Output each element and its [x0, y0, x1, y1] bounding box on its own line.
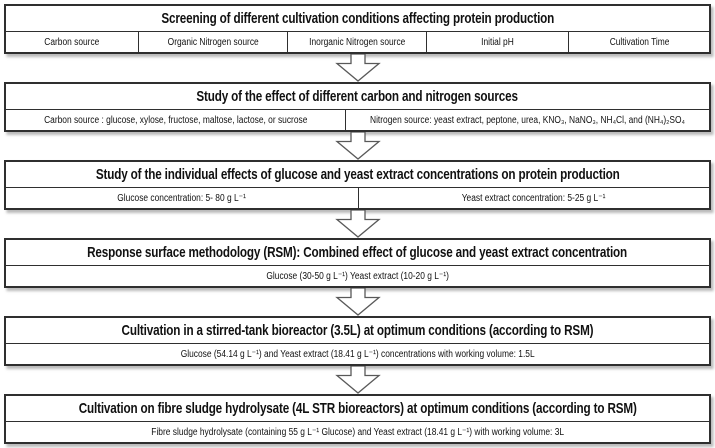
protein-production-flowchart: Screening of different cultivation condi… — [4, 4, 711, 444]
cell-text: Carbon source : glucose, xylose, fructos… — [43, 114, 308, 126]
down-arrow-icon — [334, 366, 381, 394]
down-arrow-icon — [334, 288, 381, 316]
stage-title: Response surface methodology (RSM): Comb… — [6, 240, 709, 266]
stage-title-text: Response surface methodology (RSM): Comb… — [87, 244, 628, 261]
cell-rsm-ranges: Glucose (30-50 g L⁻¹) Yeast extract (10-… — [6, 266, 709, 286]
cell-carbon-source-list: Carbon source : glucose, xylose, fructos… — [6, 110, 345, 130]
stage-title: Study of the individual effects of gluco… — [6, 162, 709, 188]
stage-title-text: Study of the effect of different carbon … — [196, 88, 519, 105]
stage-cells: Carbon source : glucose, xylose, fructos… — [6, 110, 709, 130]
stage-carbon-nitrogen-sources: Study of the effect of different carbon … — [4, 82, 711, 132]
cell-text: Carbon source — [44, 36, 100, 48]
cell-text: Fibre sludge hydrolysate (containing 55 … — [151, 426, 564, 438]
stage-stirred-tank-bioreactor: Cultivation in a stirred-tank bioreactor… — [4, 316, 711, 366]
stage-title-text: Screening of different cultivation condi… — [161, 10, 554, 27]
stage-title-text: Study of the individual effects of gluco… — [95, 166, 620, 183]
down-arrow-icon — [334, 210, 381, 238]
cell-yeast-extract-concentration: Yeast extract concentration: 5-25 g L⁻¹ — [357, 188, 710, 208]
stage-rsm: Response surface methodology (RSM): Comb… — [4, 238, 711, 288]
stage-cells: Glucose (30-50 g L⁻¹) Yeast extract (10-… — [6, 266, 709, 286]
stage-title: Study of the effect of different carbon … — [6, 84, 709, 110]
cell-text: Nitrogen source: yeast extract, peptone,… — [369, 114, 685, 126]
stage-title: Cultivation on fibre sludge hydrolysate … — [6, 396, 709, 422]
cell-nitrogen-source-list: Nitrogen source: yeast extract, peptone,… — [344, 110, 709, 130]
stage-title-text: Cultivation on fibre sludge hydrolysate … — [78, 400, 637, 417]
cell-text: Initial pH — [481, 36, 515, 48]
cell-text: Glucose concentration: 5- 80 g L⁻¹ — [117, 192, 247, 204]
cell-text: Glucose (30-50 g L⁻¹) Yeast extract (10-… — [266, 270, 449, 282]
cell-hydrolysate-conditions: Fibre sludge hydrolysate (containing 55 … — [6, 422, 709, 442]
down-arrow-icon — [334, 132, 381, 160]
stage-screening: Screening of different cultivation condi… — [4, 4, 711, 54]
cell-text: Inorganic Nitrogen source — [309, 36, 406, 48]
cell-optimum-conditions: Glucose (54.14 g L⁻¹) and Yeast extract … — [6, 344, 709, 364]
stage-title: Cultivation in a stirred-tank bioreactor… — [6, 318, 709, 344]
cell-glucose-concentration: Glucose concentration: 5- 80 g L⁻¹ — [6, 188, 358, 208]
stage-cells: Glucose (54.14 g L⁻¹) and Yeast extract … — [6, 344, 709, 364]
cell-organic-nitrogen: Organic Nitrogen source — [138, 32, 287, 52]
stage-title-text: Cultivation in a stirred-tank bioreactor… — [121, 322, 594, 339]
stage-cells: Glucose concentration: 5- 80 g L⁻¹ Yeast… — [6, 188, 709, 208]
cell-initial-ph: Initial pH — [426, 32, 568, 52]
cell-text: Yeast extract concentration: 5-25 g L⁻¹ — [461, 192, 606, 204]
cell-carbon-source: Carbon source — [6, 32, 138, 52]
stage-individual-effects: Study of the individual effects of gluco… — [4, 160, 711, 210]
cell-text: Cultivation Time — [609, 36, 670, 48]
cell-cultivation-time: Cultivation Time — [568, 32, 709, 52]
stage-title: Screening of different cultivation condi… — [6, 6, 709, 32]
cell-text: Organic Nitrogen source — [167, 36, 259, 48]
stage-cells: Carbon source Organic Nitrogen source In… — [6, 32, 709, 52]
cell-text: Glucose (54.14 g L⁻¹) and Yeast extract … — [180, 348, 535, 360]
down-arrow-icon — [334, 54, 381, 82]
stage-cells: Fibre sludge hydrolysate (containing 55 … — [6, 422, 709, 442]
stage-fibre-sludge-hydrolysate: Cultivation on fibre sludge hydrolysate … — [4, 394, 711, 444]
cell-inorganic-nitrogen: Inorganic Nitrogen source — [287, 32, 426, 52]
